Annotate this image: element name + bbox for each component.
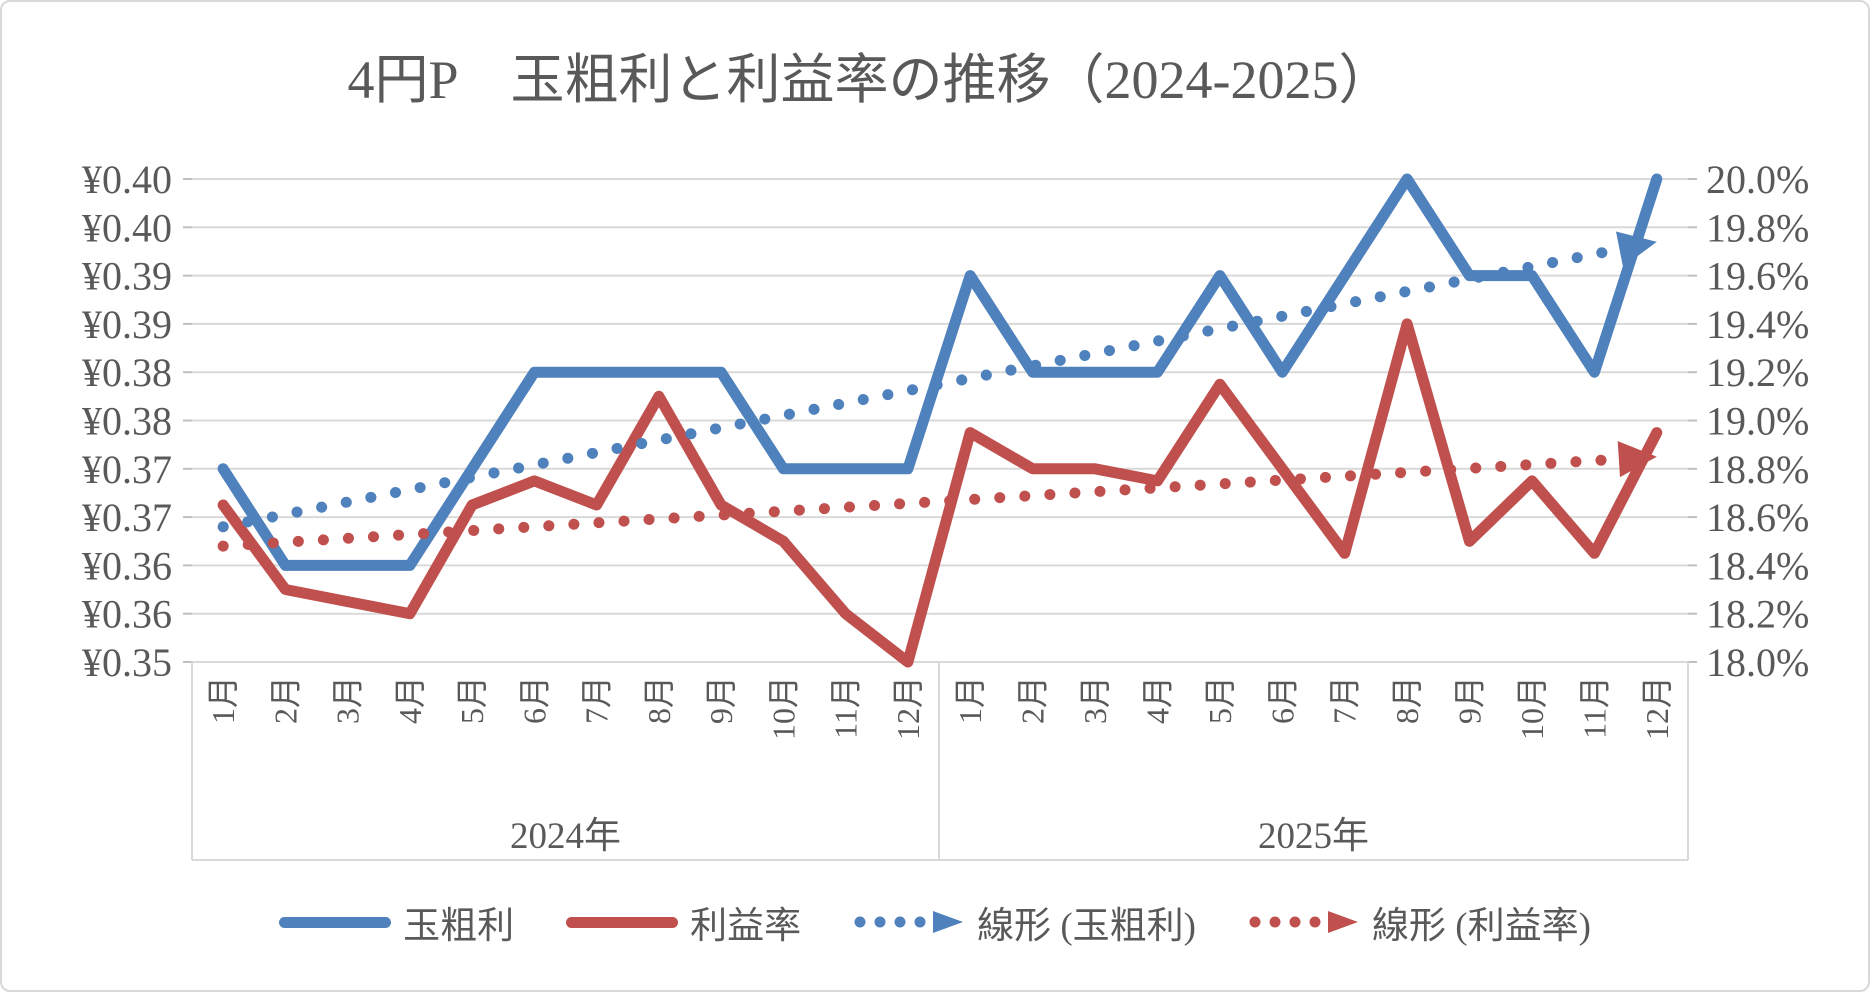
right-axis-tick: 19.8% <box>1706 205 1809 250</box>
right-axis-tick: 18.2% <box>1706 592 1809 637</box>
left-axis-tick: ¥0.38 <box>82 350 172 395</box>
month-label: 4月 <box>1140 676 1176 724</box>
left-axis-tick: ¥0.36 <box>82 592 172 637</box>
month-label: 3月 <box>1077 676 1113 724</box>
left-axis-tick: ¥0.37 <box>82 495 172 540</box>
legend-swatch-gross-profit <box>279 916 392 928</box>
left-axis-tick: ¥0.40 <box>82 157 172 202</box>
legend-label-trend-gross-profit: 線形 (玉粗利) <box>977 906 1196 947</box>
left-axis-tick: ¥0.36 <box>82 543 172 588</box>
right-axis-tick: 18.4% <box>1706 543 1809 588</box>
right-axis-tick: 18.0% <box>1706 640 1809 685</box>
month-label: 12月 <box>1639 676 1675 740</box>
month-label: 12月 <box>890 676 926 740</box>
month-label: 5月 <box>454 676 490 724</box>
month-label: 7月 <box>1327 676 1363 724</box>
left-axis-tick: ¥0.37 <box>82 447 172 492</box>
month-label: 1月 <box>952 676 988 724</box>
legend-label-gross-profit: 玉粗利 <box>403 906 515 947</box>
legend-item-trend-profit-rate: 線形 (利益率) <box>1248 895 1591 949</box>
trend-gross-profit <box>217 245 1616 533</box>
month-label: 7月 <box>579 676 615 724</box>
month-label: 6月 <box>1264 676 1300 724</box>
series-profit-rate <box>217 318 1663 668</box>
left-axis-tick: ¥0.38 <box>82 399 172 444</box>
trend-gross-profit-arrow-icon <box>1616 231 1657 267</box>
month-label: 6月 <box>516 676 552 724</box>
month-label: 4月 <box>392 676 428 724</box>
month-label: 2月 <box>267 676 303 724</box>
month-label: 11月 <box>1576 676 1612 739</box>
month-label: 2月 <box>1015 676 1051 724</box>
legend-arrow-icon <box>1328 911 1358 933</box>
left-axis-tick: ¥0.39 <box>82 302 172 347</box>
right-axis-tick: 19.0% <box>1706 399 1809 444</box>
month-label: 10月 <box>1514 676 1550 740</box>
legend-arrow-icon <box>933 911 964 933</box>
right-axis-tick: 19.6% <box>1706 254 1809 299</box>
right-axis-tick: 18.8% <box>1706 447 1809 492</box>
legend-item-profit-rate: 利益率 <box>566 895 801 949</box>
chart-title: 4円P 玉粗利と利益率の推移（2024-2025） <box>347 50 1392 110</box>
month-label: 1月 <box>205 676 241 724</box>
month-label: 8月 <box>641 676 677 724</box>
legend-item-trend-gross-profit: 線形 (玉粗利) <box>853 895 1196 949</box>
legend-swatch-trend-profit-rate <box>1249 911 1358 933</box>
left-axis-tick: ¥0.40 <box>82 205 172 250</box>
month-label: 10月 <box>765 676 801 740</box>
legend-label-profit-rate: 利益率 <box>690 906 802 947</box>
legend-item-gross-profit: 玉粗利 <box>279 895 514 949</box>
month-label: 9月 <box>1452 676 1488 724</box>
year-label: 2025年 <box>1258 815 1369 857</box>
right-axis-tick: 18.6% <box>1706 495 1809 540</box>
chart-legend: 玉粗利 利益率 線形 (玉粗利) 線形 (利益率) <box>2 895 1868 949</box>
trend-profit-rate-arrow-icon <box>1617 441 1657 478</box>
month-label: 11月 <box>828 676 864 739</box>
right-axis-tick: 19.2% <box>1706 350 1809 395</box>
trend-profit-rate <box>217 454 1615 552</box>
year-label: 2024年 <box>510 815 621 857</box>
legend-label-trend-profit-rate: 線形 (利益率) <box>1372 906 1591 947</box>
month-label: 5月 <box>1202 676 1238 724</box>
month-label: 8月 <box>1389 676 1425 724</box>
series-gross-profit <box>217 173 1663 571</box>
month-label: 3月 <box>330 676 366 724</box>
legend-swatch-profit-rate <box>566 916 679 928</box>
right-axis-tick: 19.4% <box>1706 302 1809 347</box>
left-axis-tick: ¥0.39 <box>82 254 172 299</box>
legend-swatch-trend-gross-profit <box>854 911 964 933</box>
right-axis-tick: 20.0% <box>1706 157 1809 202</box>
month-label: 9月 <box>703 676 739 724</box>
left-axis-tick: ¥0.35 <box>82 640 172 685</box>
